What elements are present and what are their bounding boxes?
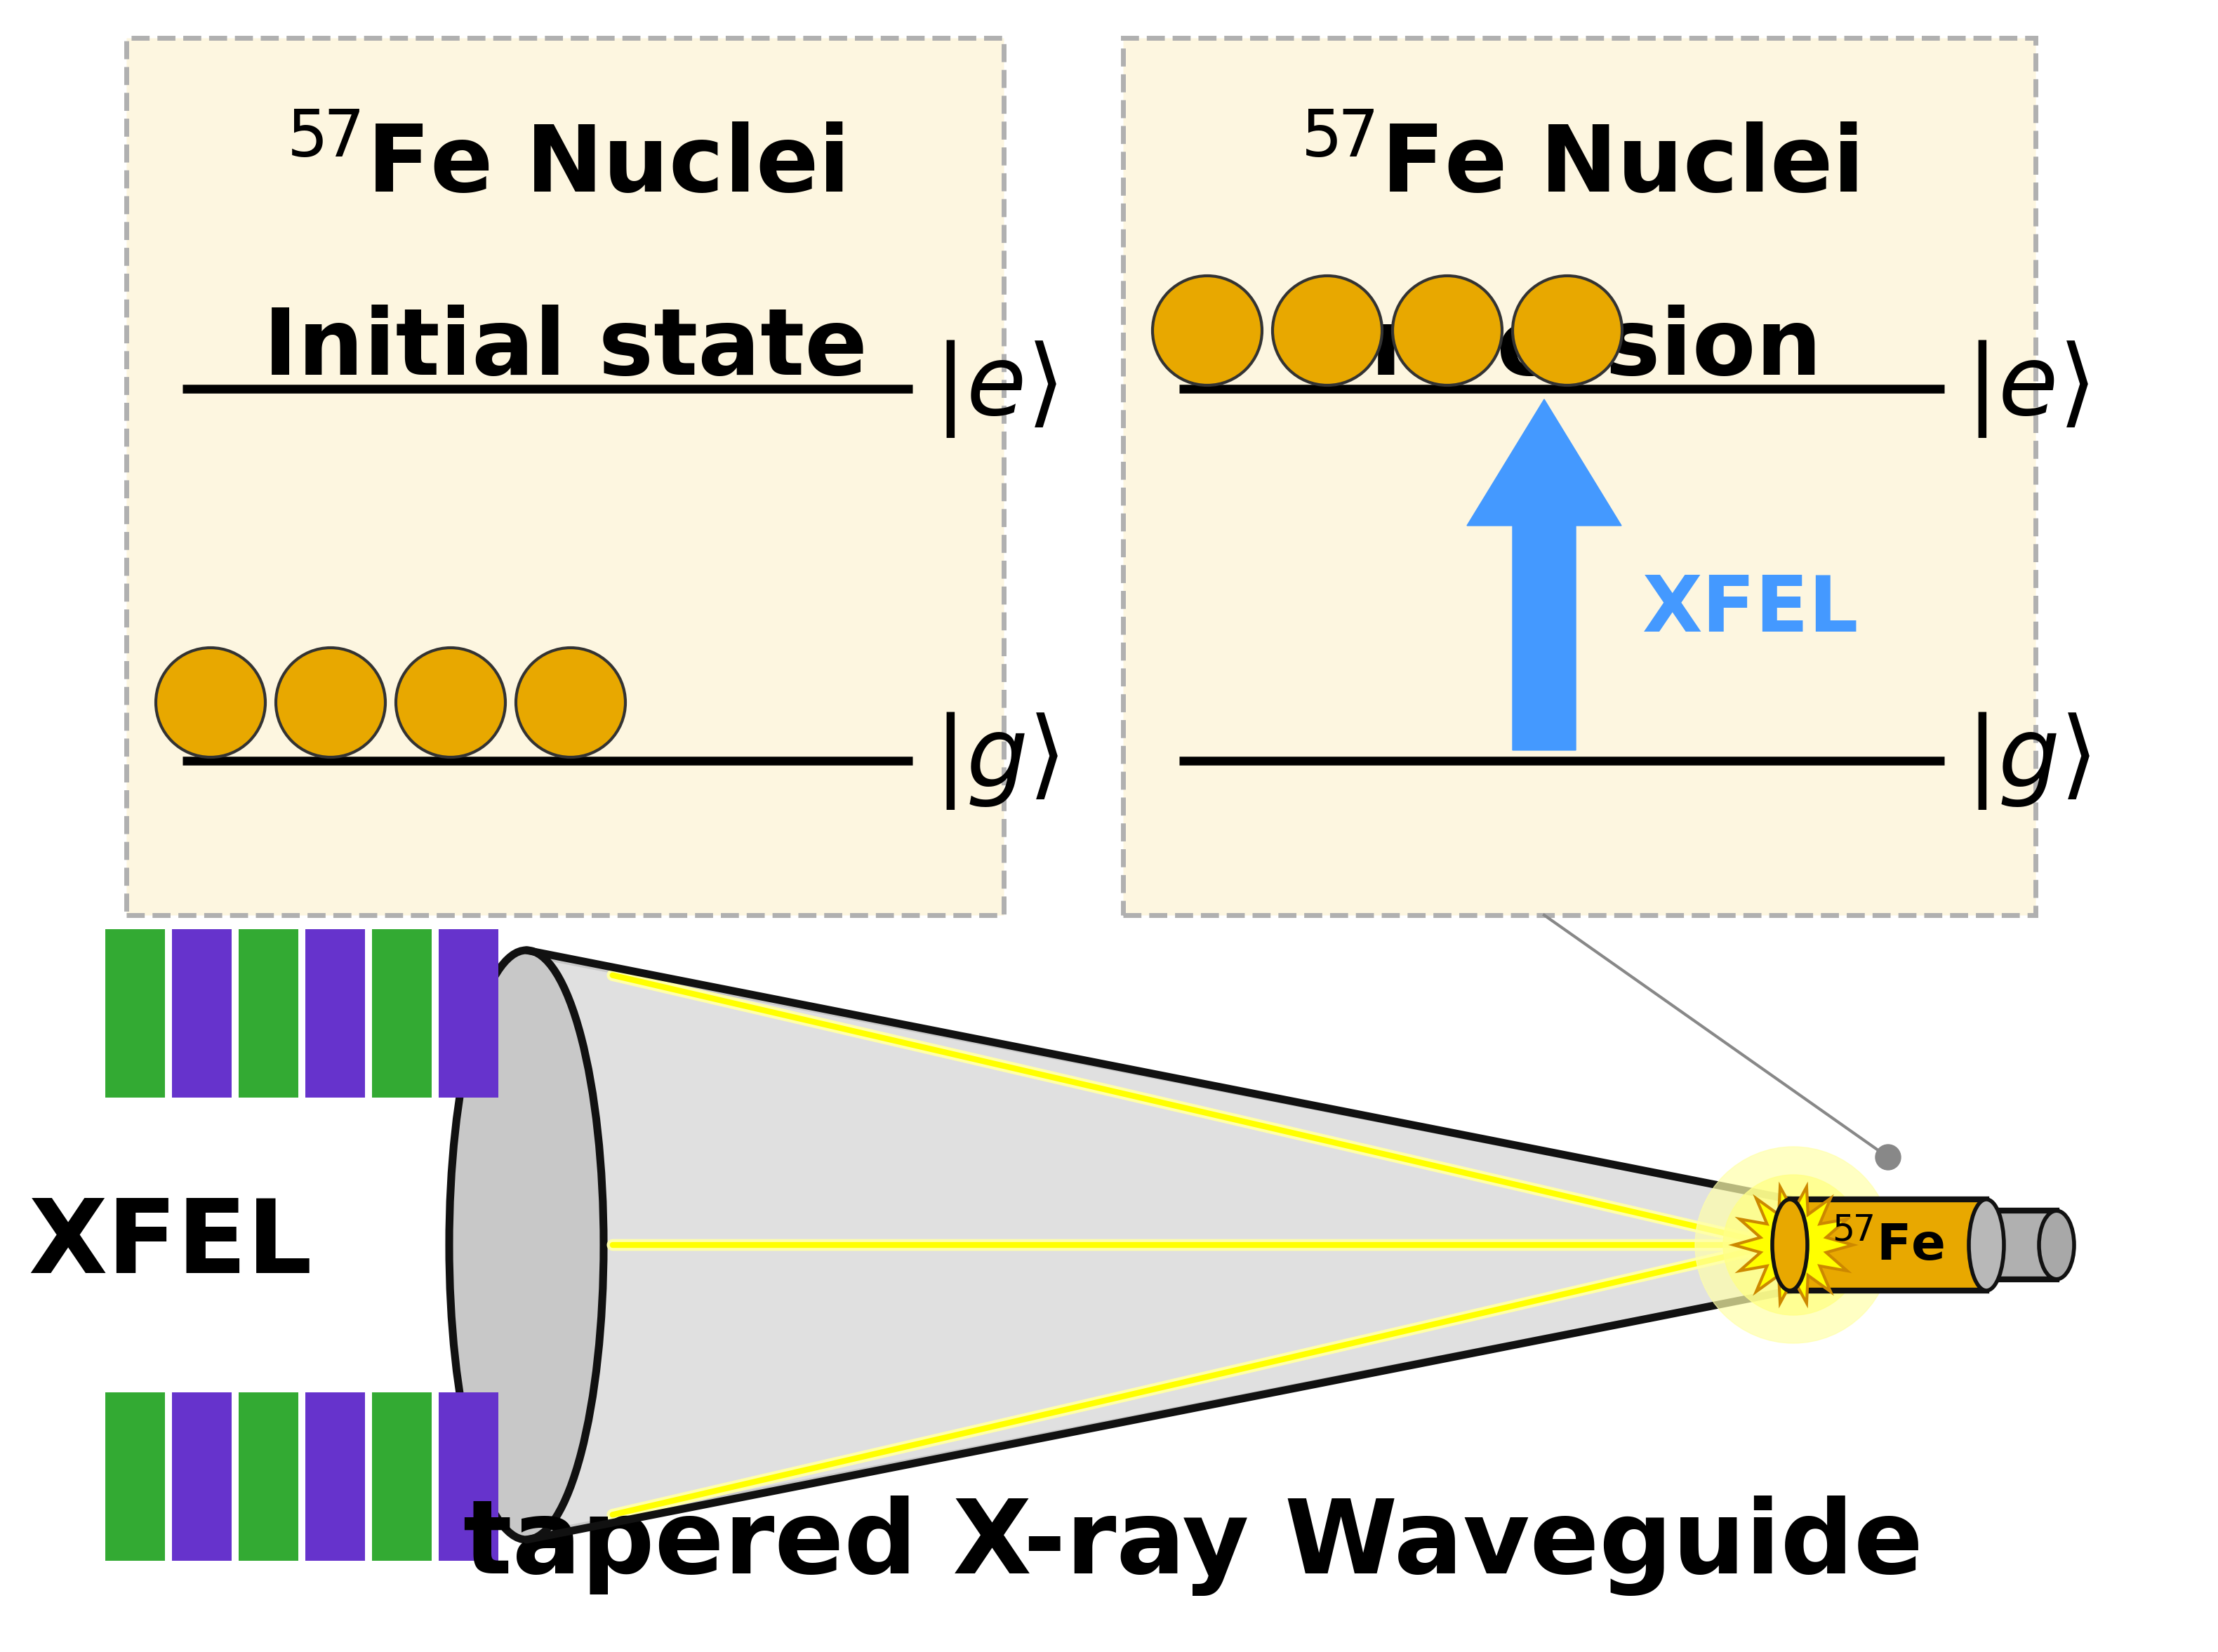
Text: $^{57}$Fe Nuclei: $^{57}$Fe Nuclei	[1300, 122, 1859, 211]
Text: XFEL: XFEL	[29, 1196, 313, 1295]
Circle shape	[1876, 1145, 1901, 1170]
Bar	[373, 928, 433, 1097]
Bar	[306, 928, 366, 1097]
Ellipse shape	[1153, 276, 1262, 385]
Bar	[104, 1393, 164, 1561]
Circle shape	[1695, 1146, 1892, 1343]
Ellipse shape	[1970, 1199, 2003, 1290]
Circle shape	[1723, 1175, 1863, 1315]
Text: tapered X-ray Waveguide: tapered X-ray Waveguide	[464, 1495, 1923, 1596]
Text: $|e\rangle$: $|e\rangle$	[1965, 339, 2089, 439]
Bar	[240, 1393, 297, 1561]
Text: $|g\rangle$: $|g\rangle$	[934, 710, 1058, 811]
Ellipse shape	[275, 648, 386, 757]
Text: $^{57}$Fe: $^{57}$Fe	[1832, 1219, 1945, 1270]
Text: Initial state: Initial state	[264, 304, 867, 393]
Polygon shape	[1734, 1186, 1852, 1303]
Bar	[439, 928, 499, 1097]
Ellipse shape	[1772, 1199, 1808, 1290]
Bar	[240, 928, 297, 1097]
Bar	[1790, 1199, 1987, 1290]
Bar	[126, 38, 1005, 915]
Bar	[173, 1393, 231, 1561]
Ellipse shape	[1513, 276, 1621, 385]
Polygon shape	[526, 950, 1790, 1540]
Text: Inversion: Inversion	[1335, 304, 1823, 393]
Bar	[173, 928, 231, 1097]
Ellipse shape	[2038, 1211, 2074, 1279]
Text: $|g\rangle$: $|g\rangle$	[1965, 710, 2092, 811]
Polygon shape	[548, 961, 1790, 1530]
Ellipse shape	[395, 648, 506, 757]
Text: XFEL: XFEL	[1644, 572, 1859, 648]
Bar	[306, 1393, 366, 1561]
Bar	[104, 928, 164, 1097]
Text: $^{57}$Fe Nuclei: $^{57}$Fe Nuclei	[286, 122, 845, 211]
Ellipse shape	[450, 950, 603, 1540]
Ellipse shape	[1393, 276, 1502, 385]
Ellipse shape	[1273, 276, 1382, 385]
Bar	[1122, 38, 2036, 915]
Ellipse shape	[517, 648, 625, 757]
Ellipse shape	[155, 648, 266, 757]
Bar	[373, 1393, 433, 1561]
Bar	[1987, 1211, 2056, 1279]
Polygon shape	[1466, 400, 1621, 750]
Bar	[439, 1393, 499, 1561]
Text: $|e\rangle$: $|e\rangle$	[934, 339, 1058, 439]
